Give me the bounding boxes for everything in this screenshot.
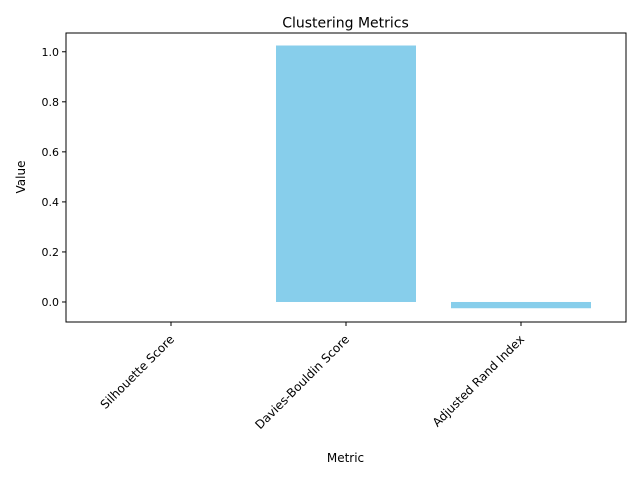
bars-group [276, 45, 591, 309]
x-tick-label: Silhouette Score [98, 332, 178, 412]
chart-title: Clustering Metrics [282, 16, 409, 32]
plot-frame [65, 32, 627, 323]
x-tick-label: Davies-Bouldin Score [252, 332, 352, 432]
bar-2 [451, 301, 591, 309]
y-tick-label: 0.0 [42, 296, 60, 309]
y-tick-label: 0.2 [42, 246, 60, 259]
bar-1 [276, 45, 416, 302]
y-tick-label: 0.8 [42, 96, 60, 109]
x-axis: Silhouette Score Davies-Bouldin Score Adju… [98, 322, 527, 432]
y-tick-label: 0.4 [42, 196, 60, 209]
x-axis-label: Metric [327, 451, 364, 465]
x-tick-label: Adjusted Rand Index [430, 332, 527, 429]
y-axis-label: Value [14, 161, 28, 194]
y-tick-label: 1.0 [42, 46, 60, 59]
y-axis: 0.0 0.2 0.4 0.6 0.8 1.0 [42, 46, 66, 309]
y-tick-label: 0.6 [42, 146, 60, 159]
